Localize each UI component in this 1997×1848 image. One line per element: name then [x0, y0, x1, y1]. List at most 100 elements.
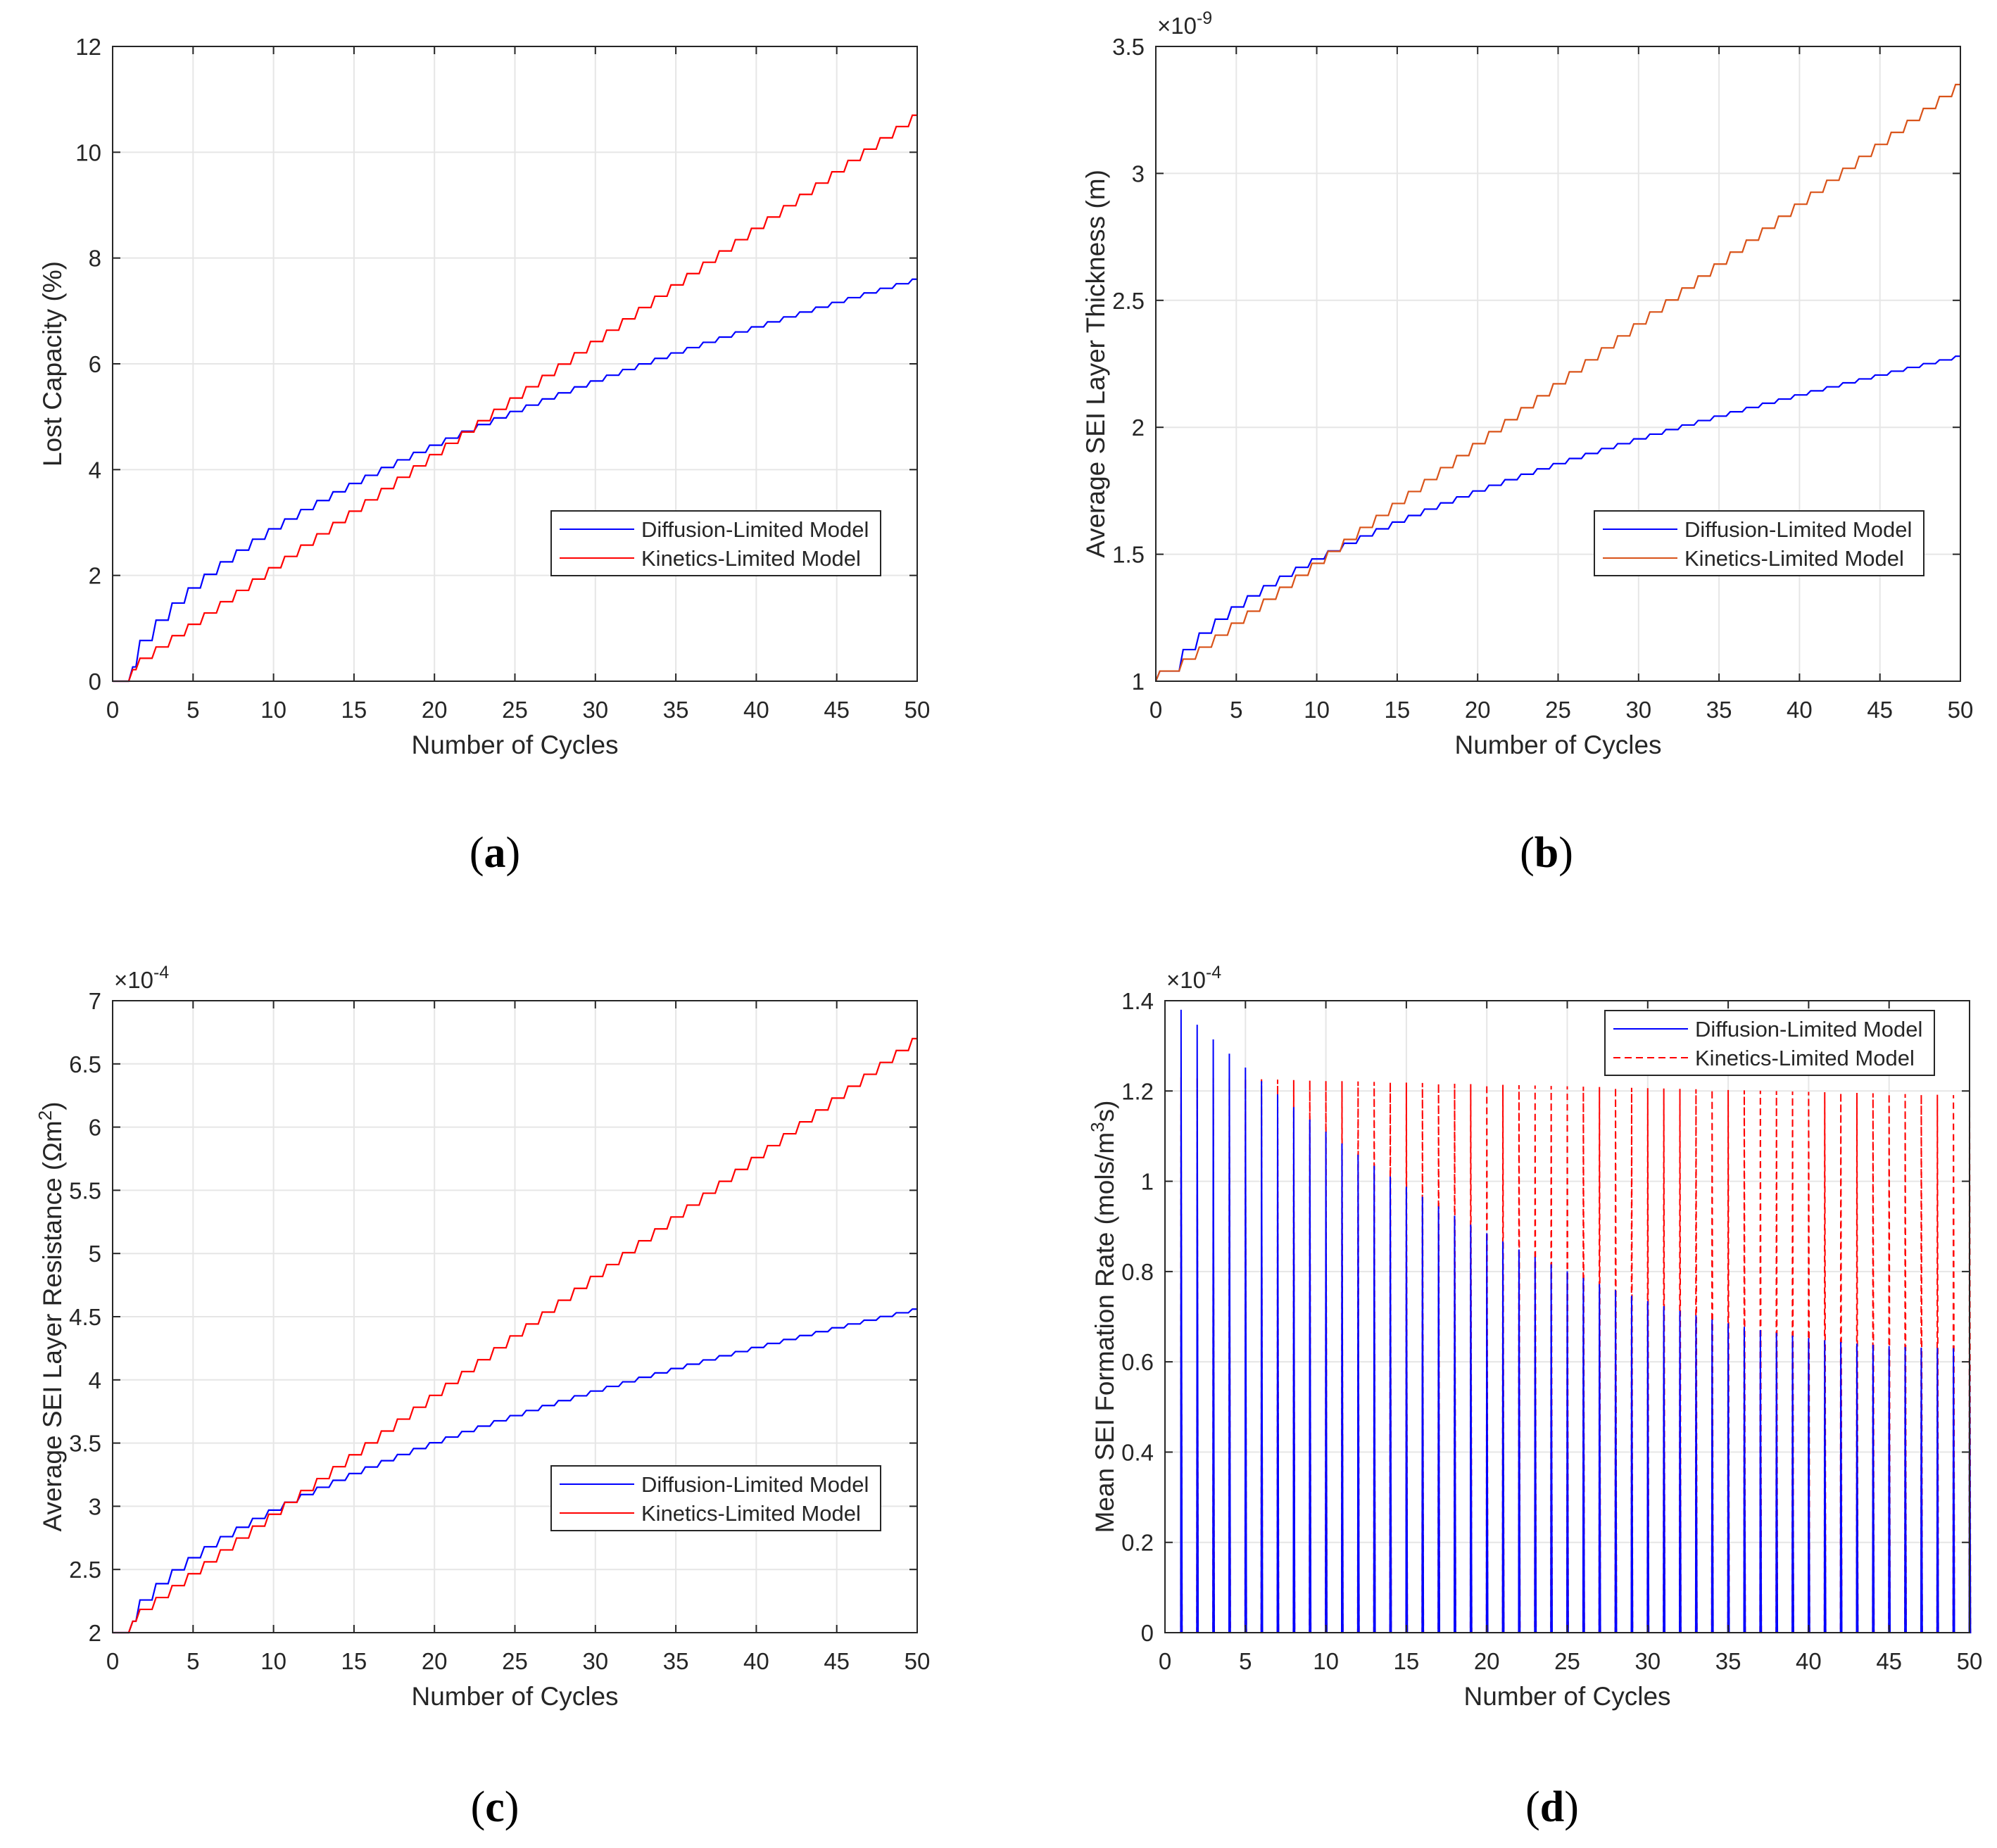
x-tick-label: 50	[1957, 1648, 1983, 1674]
series-group	[1154, 84, 1960, 682]
series-line	[1154, 355, 1960, 682]
x-tick-label: 20	[1465, 697, 1491, 723]
y-tick-label: 4	[89, 457, 101, 483]
y-tick-label: 1.2	[1121, 1078, 1154, 1104]
y-tick-label: 1.4	[1121, 988, 1154, 1014]
grid-lines	[113, 1001, 917, 1633]
x-tick-label: 0	[106, 1648, 119, 1674]
legend-label: Diffusion-Limited Model	[641, 1472, 869, 1497]
y-axis-label: Lost Capacity (%)	[38, 261, 67, 467]
caption-b: (b)	[1520, 829, 1573, 877]
ticks: 0 5 10 15 20 25 30 35 40 45 50 0 2 4 6 8 10 12	[75, 34, 930, 723]
y-tick-label: 3	[89, 1493, 101, 1519]
series-line	[113, 114, 917, 683]
x-tick-label: 20	[422, 697, 448, 723]
legend-label: Kinetics-Limited Model	[1684, 546, 1904, 571]
y-tick-label: 2.5	[69, 1557, 101, 1583]
x-tick-label: 25	[1545, 697, 1571, 723]
x-axis-label: Number of Cycles	[1454, 730, 1661, 759]
y-axis-label: Average SEI Layer Resistance (Ωm2)	[34, 1101, 67, 1531]
x-tick-label: 10	[1313, 1648, 1339, 1674]
x-tick-label: 5	[1239, 1648, 1252, 1674]
y-axis-label: Mean SEI Formation Rate (mols/m3s)	[1087, 1101, 1119, 1533]
x-tick-label: 40	[1787, 697, 1813, 723]
y-tick-label: 1	[1132, 669, 1145, 695]
x-tick-label: 5	[187, 1648, 199, 1674]
y-tick-label: 7	[89, 988, 101, 1014]
axis-exponent-label: ×10-4	[1166, 963, 1221, 993]
legend-box	[1594, 510, 1924, 576]
y-tick-label: 5	[89, 1241, 101, 1267]
x-axis-label: Number of Cycles	[1463, 1682, 1670, 1711]
panel-c-sei-resistance: 0 5 10 15 20 25 30 35 40 45 50 2 2.5 3 3.5 4 4.5 5 5.5 6 6.5…	[34, 963, 930, 1711]
x-axis-label: Number of Cycles	[411, 1682, 618, 1711]
x-tick-label: 10	[260, 697, 286, 723]
x-tick-label: 45	[1867, 697, 1893, 723]
legend-label: Diffusion-Limited Model	[1695, 1017, 1922, 1042]
legend-label: Diffusion-Limited Model	[1684, 517, 1912, 542]
series-line	[113, 278, 917, 683]
y-tick-label: 2.5	[1112, 288, 1145, 314]
x-tick-label: 10	[1304, 697, 1330, 723]
y-tick-label: 0.4	[1121, 1439, 1154, 1465]
y-tick-label: 3.5	[69, 1431, 101, 1457]
x-axis-label: Number of Cycles	[411, 730, 618, 759]
x-tick-label: 10	[260, 1648, 286, 1674]
x-tick-label: 5	[1230, 697, 1242, 723]
y-tick-label: 3	[1132, 160, 1145, 186]
legend-label: Kinetics-Limited Model	[641, 546, 861, 571]
x-tick-label: 25	[502, 1648, 528, 1674]
series-group	[113, 1037, 917, 1634]
series-group	[113, 114, 917, 683]
x-tick-label: 50	[905, 1648, 931, 1674]
y-tick-label: 4.5	[69, 1304, 101, 1330]
y-tick-label: 0.6	[1121, 1349, 1154, 1375]
y-tick-label: 1	[1141, 1169, 1154, 1195]
x-tick-label: 30	[582, 1648, 608, 1674]
y-tick-label: 0.8	[1121, 1259, 1154, 1285]
legend: Diffusion-Limited Model Kinetics-Limited …	[1594, 510, 1924, 576]
x-tick-label: 35	[1706, 697, 1732, 723]
legend-label: Kinetics-Limited Model	[1695, 1046, 1915, 1070]
y-tick-label: 4	[89, 1367, 101, 1393]
legend-label: Kinetics-Limited Model	[641, 1501, 861, 1526]
x-tick-label: 30	[582, 697, 608, 723]
y-tick-label: 0.2	[1121, 1530, 1154, 1556]
y-tick-label: 1.5	[1112, 542, 1145, 568]
legend-label: Diffusion-Limited Model	[641, 517, 869, 542]
panel-b-sei-thickness: 0 5 10 15 20 25 30 35 40 45 50 1 1.5 2 2.5 3 3.5 ×10-9 Num…	[1081, 8, 1973, 759]
axis-exponent-label: ×10-9	[1157, 8, 1212, 39]
x-tick-label: 5	[187, 697, 199, 723]
y-tick-label: 0	[89, 669, 101, 695]
x-tick-label: 45	[824, 697, 850, 723]
panel-a-lost-capacity: 0 5 10 15 20 25 30 35 40 45 50 0 2 4 6 8 10 12 Number of C…	[38, 34, 930, 759]
x-tick-label: 0	[106, 697, 119, 723]
x-tick-label: 20	[422, 1648, 448, 1674]
series-line	[113, 1308, 917, 1634]
y-tick-label: 5.5	[69, 1177, 101, 1203]
ticks: 0 5 10 15 20 25 30 35 40 45 50 0 0.2 0.4 0.6 0.8 1 1.2 1.4	[1121, 988, 1982, 1674]
y-axis-label: Average SEI Layer Thickness (m)	[1081, 170, 1110, 558]
y-tick-label: 8	[89, 246, 101, 272]
axis-exponent-label: ×10-4	[114, 963, 169, 993]
y-tick-label: 2	[89, 1620, 101, 1646]
x-tick-label: 35	[1715, 1648, 1741, 1674]
x-tick-label: 40	[743, 697, 769, 723]
legend: Diffusion-Limited Model Kinetics-Limited …	[1604, 1010, 1935, 1076]
y-tick-label: 12	[75, 34, 101, 60]
ticks: 0 5 10 15 20 25 30 35 40 45 50 1 1.5 2 2.5 3 3.5	[1112, 34, 1973, 723]
x-tick-label: 30	[1625, 697, 1651, 723]
panel-d-sei-formation-rate: 0 5 10 15 20 25 30 35 40 45 50 0 0.2 0.4 0.6 0.8 1 1.2 1.4…	[1087, 963, 1982, 1711]
x-tick-label: 45	[1876, 1648, 1902, 1674]
x-tick-label: 50	[1948, 697, 1974, 723]
y-tick-label: 6	[89, 351, 101, 377]
legend: Diffusion-Limited Model Kinetics-Limited …	[550, 510, 881, 576]
caption-c: (c)	[471, 1783, 519, 1831]
y-tick-label: 2	[1132, 414, 1145, 441]
y-tick-label: 10	[75, 139, 101, 165]
y-tick-label: 2	[89, 563, 101, 589]
y-tick-label: 3.5	[1112, 34, 1145, 60]
x-tick-label: 15	[341, 1648, 367, 1674]
x-tick-label: 25	[502, 697, 528, 723]
